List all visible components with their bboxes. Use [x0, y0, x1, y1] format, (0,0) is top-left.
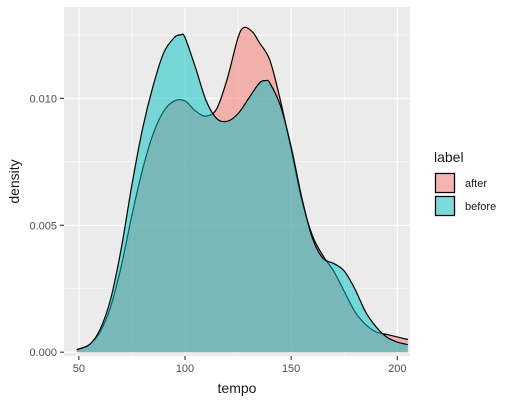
legend-title: label: [434, 149, 464, 165]
x-axis-title: tempo: [218, 380, 257, 396]
x-tick-label: 50: [73, 363, 85, 375]
y-tick-label: 0.000: [29, 347, 57, 359]
y-axis: 0.000 0.005 0.010: [29, 93, 64, 359]
legend-key-after: [434, 172, 456, 194]
y-tick-label: 0.005: [29, 220, 57, 232]
legend-label-before: before: [465, 201, 496, 213]
density-areas: [76, 26, 409, 353]
x-tick-label: 100: [176, 363, 194, 375]
x-tick-label: 150: [282, 363, 300, 375]
x-axis: 50 100 150 200: [73, 356, 406, 375]
legend-key-before: [434, 195, 456, 217]
legend-label-after: after: [465, 178, 487, 190]
x-tick-label: 200: [388, 363, 406, 375]
y-axis-title: density: [6, 159, 22, 203]
density-area-before: [76, 34, 408, 353]
density-line-before: [76, 33, 409, 351]
legend: label after before: [434, 149, 496, 217]
y-tick-label: 0.010: [29, 93, 57, 105]
